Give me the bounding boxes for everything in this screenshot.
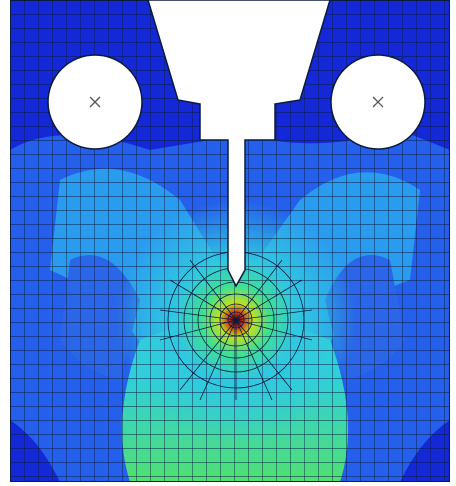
fem-contour-plot bbox=[0, 0, 456, 486]
page bbox=[0, 0, 456, 486]
